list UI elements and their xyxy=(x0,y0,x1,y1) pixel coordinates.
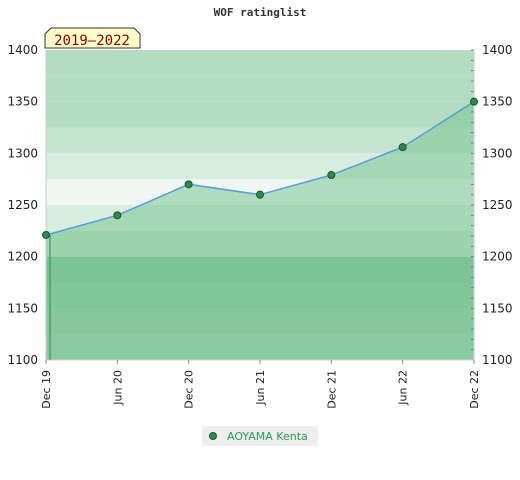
y-tick-label-left: 1400 xyxy=(7,43,38,57)
y-tick-label-right: 1350 xyxy=(482,95,513,109)
x-tick-label: Dec 22 xyxy=(468,370,481,409)
background-band xyxy=(46,101,474,128)
legend-label: AOYAMA Kenta xyxy=(227,430,308,443)
y-tick-label-right: 1150 xyxy=(482,301,513,315)
background-band xyxy=(46,50,474,76)
axes: 1100 1100 1150 1150 1200 1200 1250 1250 1300 1300… xyxy=(7,43,512,409)
y-tick-label-left: 1300 xyxy=(7,146,38,160)
x-tick-label: Dec 19 xyxy=(40,370,53,409)
data-point[interactable] xyxy=(327,171,336,180)
y-tick-label-right: 1400 xyxy=(482,43,513,57)
x-tick-label: Jun 20 xyxy=(111,370,124,406)
y-tick-label-right: 1250 xyxy=(482,198,513,212)
x-tick-label: Dec 20 xyxy=(183,370,196,409)
badge-label: 2019–2022 xyxy=(54,33,130,49)
data-points xyxy=(42,97,478,239)
y-tick-label-left: 1250 xyxy=(7,198,38,212)
data-point[interactable] xyxy=(256,190,264,199)
y-tick-label-left: 1350 xyxy=(7,95,38,109)
x-tick-label: Jun 22 xyxy=(397,370,410,406)
y-tick-label-left: 1200 xyxy=(7,250,38,264)
data-point[interactable] xyxy=(470,97,478,106)
legend-marker-icon xyxy=(209,432,217,440)
y-tick-label-left: 1100 xyxy=(7,353,38,367)
data-point[interactable] xyxy=(113,211,122,220)
x-tick-label: Jun 21 xyxy=(254,370,267,406)
y-tick-label-right: 1100 xyxy=(482,353,513,367)
data-point[interactable] xyxy=(42,230,50,239)
y-tick-label-right: 1300 xyxy=(482,146,513,160)
date-range-badge: 2019–2022 xyxy=(44,27,141,49)
legend-box xyxy=(202,426,318,446)
legend[interactable]: AOYAMA Kenta xyxy=(202,426,318,446)
y-tick-label-left: 1150 xyxy=(7,301,38,315)
area-fill-shape xyxy=(46,101,474,361)
data-point[interactable] xyxy=(184,180,193,189)
y-tick-label-right: 1200 xyxy=(482,250,513,264)
area-fill xyxy=(46,101,474,361)
background-band xyxy=(46,75,474,102)
data-point[interactable] xyxy=(398,143,407,152)
x-tick-label: Dec 21 xyxy=(325,370,338,409)
chart-title: WOF ratinglist xyxy=(214,6,307,19)
badge-box xyxy=(44,27,141,49)
